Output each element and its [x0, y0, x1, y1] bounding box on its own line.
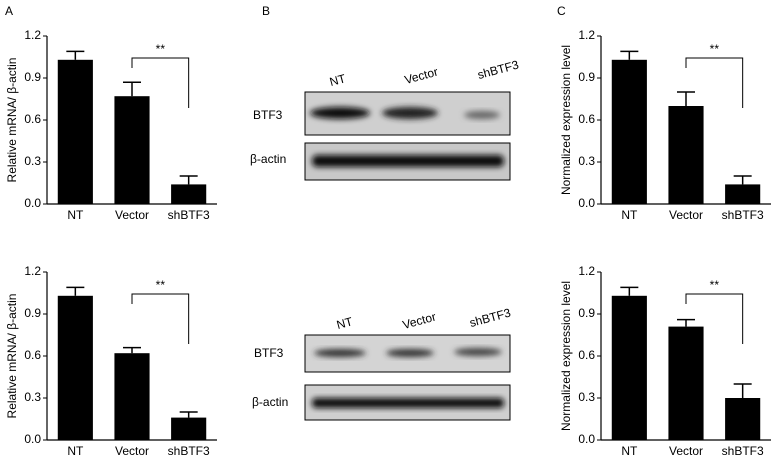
y-tick-label: 0.0 — [24, 196, 41, 210]
x-tick-label: NT — [621, 208, 638, 222]
y-tick-label: 0.3 — [578, 154, 595, 168]
significance-bracket — [131, 293, 190, 344]
blot-bottom: BTF3 β-actin NT Vector shBTF3 — [252, 305, 513, 421]
y-tick-label: 0.6 — [24, 112, 41, 126]
y-tick-label: 0.0 — [24, 432, 41, 446]
lane-label: NT — [328, 71, 348, 89]
y-tick-label: 0.6 — [578, 348, 595, 362]
band — [386, 349, 434, 357]
bar — [57, 295, 93, 440]
bar — [171, 417, 207, 440]
significance-bracket — [685, 293, 744, 344]
x-tick-label: shBTF3 — [168, 208, 210, 222]
bar — [611, 295, 647, 440]
y-axis-label: Normalized expression level — [559, 45, 573, 195]
x-tick-label: NT — [621, 444, 638, 458]
band — [454, 348, 502, 356]
y-tick-label: 0.3 — [24, 154, 41, 168]
x-tick-label: NT — [67, 444, 84, 458]
y-tick-label: 1.2 — [578, 264, 595, 278]
bar — [57, 59, 93, 204]
x-tick-label: shBTF3 — [168, 444, 210, 458]
x-tick-label: NT — [67, 208, 84, 222]
row-label: β-actin — [252, 395, 288, 409]
row-label: BTF3 — [254, 346, 284, 360]
y-axis-label: Normalized expression level — [559, 281, 573, 431]
significance-bracket — [131, 57, 190, 108]
y-tick-label: 0.3 — [24, 390, 41, 404]
lane-label: shBTF3 — [476, 57, 521, 81]
row-label: β-actin — [250, 152, 286, 166]
y-tick-label: 0.0 — [578, 196, 595, 210]
bar — [725, 184, 761, 204]
y-tick-label: 0.6 — [24, 348, 41, 362]
band — [310, 107, 370, 119]
bar — [114, 96, 150, 204]
band — [382, 107, 438, 119]
annotation: ** — [156, 278, 166, 292]
bar — [668, 106, 704, 204]
y-tick-label: 1.2 — [24, 28, 41, 42]
y-tick-label: 0.9 — [24, 70, 41, 84]
lane-label: shBTF3 — [468, 305, 513, 329]
y-tick-label: 1.2 — [578, 28, 595, 42]
bar — [114, 353, 150, 440]
blot-top: BTF3 β-actin NT Vector shBTF3 — [250, 57, 521, 181]
annotation: ** — [156, 42, 166, 56]
y-tick-label: 1.2 — [24, 264, 41, 278]
y-tick-label: 0.6 — [578, 112, 595, 126]
x-tick-label: Vector — [115, 444, 149, 458]
bar — [668, 326, 704, 440]
x-tick-label: shBTF3 — [722, 208, 764, 222]
panel-label: B — [262, 4, 270, 18]
x-tick-label: Vector — [669, 444, 703, 458]
annotation: ** — [710, 42, 720, 56]
x-tick-label: Vector — [669, 208, 703, 222]
x-tick-label: Vector — [115, 208, 149, 222]
bar — [725, 398, 761, 440]
y-tick-label: 0.9 — [578, 306, 595, 320]
band — [312, 398, 504, 408]
significance-bracket — [685, 57, 744, 108]
panel-label: A — [5, 4, 13, 18]
y-tick-label: 0.3 — [578, 390, 595, 404]
lane-label: Vector — [401, 310, 437, 332]
annotation: ** — [710, 278, 720, 292]
band — [312, 155, 504, 167]
x-tick-label: shBTF3 — [722, 444, 764, 458]
bar — [611, 59, 647, 204]
y-tick-label: 0.0 — [578, 432, 595, 446]
y-tick-label: 0.9 — [578, 70, 595, 84]
y-axis-label: Relative mRNA/ β-actin — [5, 294, 19, 419]
band — [314, 349, 366, 357]
lane-label: Vector — [403, 65, 439, 87]
y-axis-label: Relative mRNA/ β-actin — [5, 58, 19, 183]
y-tick-label: 0.9 — [24, 306, 41, 320]
band — [464, 111, 500, 119]
panel-label: C — [557, 4, 566, 18]
row-label: BTF3 — [253, 108, 283, 122]
lane-label: NT — [335, 314, 355, 332]
bar — [171, 184, 207, 204]
